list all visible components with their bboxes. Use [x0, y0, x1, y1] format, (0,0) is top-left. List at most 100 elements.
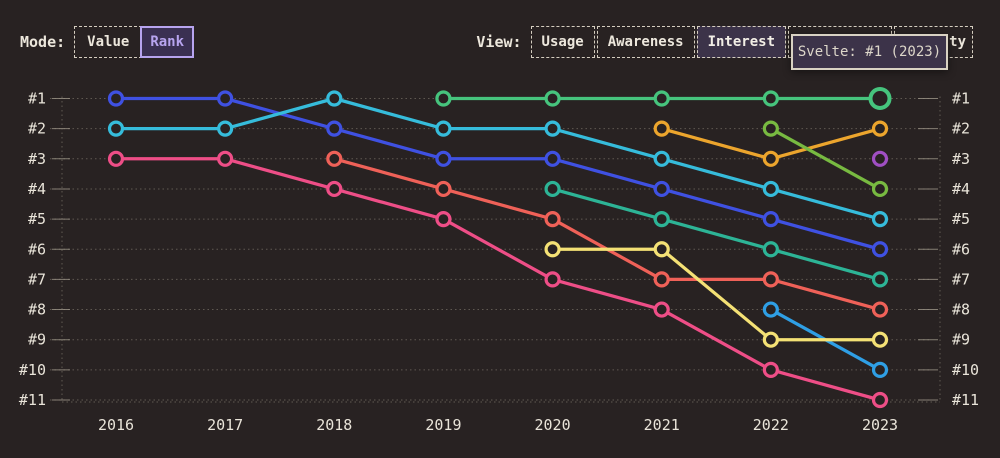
mode-button-group: Value Rank: [74, 26, 195, 58]
point-series-cyan-2017[interactable]: [217, 120, 234, 137]
y-axis-label-right: #8: [952, 301, 970, 319]
point-series-yellow-2023[interactable]: [871, 331, 889, 348]
mode-value-button[interactable]: Value: [74, 26, 143, 58]
y-axis-label-right: #11: [952, 391, 979, 409]
y-axis-label-left: #7: [28, 270, 46, 288]
point-series-pink-2021[interactable]: [653, 301, 670, 318]
y-axis-label-right: #7: [952, 270, 970, 288]
point-series-cyan-2018[interactable]: [326, 90, 343, 107]
point-series-blue-2018[interactable]: [326, 120, 343, 137]
x-axis-label: 2023: [862, 416, 898, 434]
y-axis-label-left: #5: [28, 210, 46, 228]
mode-rank-button[interactable]: Rank: [140, 26, 195, 58]
y-axis-label-right: #10: [952, 361, 979, 379]
point-series-blue-2019[interactable]: [435, 150, 452, 167]
point-series-salmon-2018[interactable]: [326, 150, 343, 167]
y-axis-label-left: #9: [28, 331, 46, 349]
series-line-series-yellow: [552, 247, 880, 342]
point-svelte-2023-hovered[interactable]: [868, 87, 892, 110]
series-series-orange: [653, 120, 889, 167]
y-axis-label-right: #2: [952, 120, 970, 138]
point-svelte-2021[interactable]: [653, 90, 670, 107]
x-axis-label: 2018: [316, 416, 352, 434]
x-axis-label: 2019: [425, 416, 461, 434]
point-series-salmon-2021[interactable]: [653, 271, 670, 288]
point-svelte-2022[interactable]: [762, 90, 779, 107]
point-series-pink-2017[interactable]: [217, 150, 234, 167]
point-series-blue-2017[interactable]: [217, 90, 234, 107]
y-axis-label-right: #5: [952, 210, 970, 228]
point-series-olive-2023[interactable]: [871, 180, 889, 198]
point-series-blue-2023[interactable]: [871, 241, 889, 258]
point-series-orange-2023[interactable]: [871, 120, 889, 137]
point-series-salmon-2022[interactable]: [762, 271, 779, 288]
x-axis-label: 2022: [753, 416, 789, 434]
y-axis-label-left: #3: [28, 150, 46, 168]
series-line-series-blue: [116, 96, 881, 251]
point-series-olive-2022[interactable]: [762, 120, 779, 137]
point-series-yellow-2021[interactable]: [653, 241, 670, 258]
point-svelte-2020[interactable]: [544, 90, 561, 107]
point-series-salmon-2020[interactable]: [544, 211, 561, 228]
point-series-skyblue-2023[interactable]: [871, 361, 889, 378]
point-series-cyan-2022[interactable]: [762, 180, 779, 198]
y-axis-label-left: #11: [19, 391, 46, 409]
point-series-pink-2019[interactable]: [435, 211, 452, 228]
series-series-olive: [762, 120, 889, 198]
point-series-blue-2016[interactable]: [107, 90, 125, 107]
point-series-teal-2020[interactable]: [544, 180, 561, 198]
view-usage-button[interactable]: Usage: [530, 26, 595, 58]
y-axis-label-right: #4: [952, 180, 970, 198]
point-series-teal-2023[interactable]: [871, 271, 889, 288]
series-series-yellow: [544, 241, 889, 348]
point-series-pink-2016[interactable]: [107, 150, 125, 167]
mode-label: Mode:: [20, 33, 66, 51]
point-series-cyan-2016[interactable]: [107, 120, 125, 137]
series-series-salmon: [326, 150, 889, 318]
series-series-teal: [544, 180, 889, 288]
y-axis-label-left: #1: [28, 90, 46, 108]
series-series-cyan: [107, 90, 889, 228]
x-axis-label: 2020: [535, 416, 571, 434]
mode-control: Mode: Value Rank: [20, 26, 195, 58]
point-series-salmon-2019[interactable]: [435, 180, 452, 198]
point-series-cyan-2020[interactable]: [544, 120, 561, 137]
point-series-teal-2021[interactable]: [653, 211, 670, 228]
point-series-cyan-2019[interactable]: [435, 120, 452, 137]
point-series-pink-2023[interactable]: [871, 391, 889, 409]
point-series-cyan-2023[interactable]: [871, 211, 889, 228]
y-axis-label-left: #4: [28, 180, 46, 198]
point-series-pink-2020[interactable]: [544, 271, 561, 288]
series-series-pink: [107, 150, 889, 409]
point-series-yellow-2022[interactable]: [762, 331, 779, 348]
view-interest-button[interactable]: Interest: [696, 26, 786, 58]
point-series-skyblue-2022[interactable]: [762, 301, 779, 318]
point-series-pink-2018[interactable]: [326, 180, 343, 198]
y-axis-label-right: #3: [952, 150, 970, 168]
point-series-orange-2022[interactable]: [762, 150, 779, 167]
controls-bar: Mode: Value Rank View: Usage Awareness I…: [0, 26, 1000, 58]
series-line-series-salmon: [333, 157, 881, 312]
point-series-teal-2022[interactable]: [762, 241, 779, 258]
point-series-orange-2021[interactable]: [653, 120, 670, 137]
point-tooltip: Svelte: #1 (2023): [791, 34, 948, 70]
y-axis-label-left: #2: [28, 120, 46, 138]
series-line-series-pink: [116, 157, 881, 402]
point-series-salmon-2023[interactable]: [871, 301, 889, 318]
point-series-blue-2021[interactable]: [653, 180, 670, 198]
point-series-blue-2022[interactable]: [762, 211, 779, 228]
series-line-series-cyan: [116, 96, 881, 221]
series-svelte: [435, 87, 892, 110]
y-axis-label-left: #10: [19, 361, 46, 379]
y-axis-label-right: #6: [952, 240, 970, 258]
point-svelte-2019[interactable]: [435, 90, 452, 107]
point-series-purple-2023[interactable]: [871, 150, 889, 167]
series-series-blue: [107, 90, 889, 258]
view-awareness-button[interactable]: Awareness: [596, 26, 695, 58]
point-series-pink-2022[interactable]: [762, 361, 779, 378]
point-series-cyan-2021[interactable]: [653, 150, 670, 167]
point-series-yellow-2020[interactable]: [544, 241, 561, 258]
x-axis-label: 2017: [207, 416, 243, 434]
point-series-blue-2020[interactable]: [544, 150, 561, 167]
